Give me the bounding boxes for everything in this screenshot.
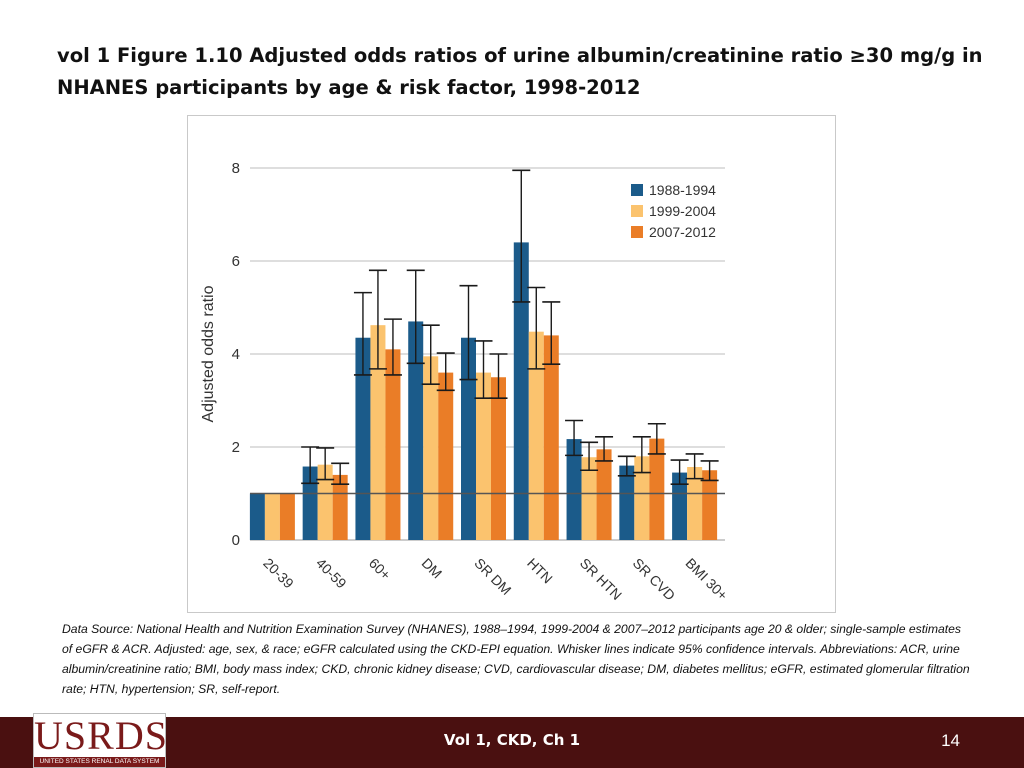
- data-source-note: Data Source: National Health and Nutriti…: [62, 622, 970, 696]
- bar: [408, 321, 424, 540]
- bar: [461, 337, 476, 540]
- legend-entry: 1999-2004: [649, 203, 716, 219]
- bar: [491, 377, 506, 540]
- y-tick-label: 4: [232, 346, 240, 363]
- y-tick-label: 8: [232, 160, 240, 177]
- footer-volume-label: Vol 1, CKD, Ch 1: [443, 731, 581, 749]
- legend-entry: 2007-2012: [649, 224, 716, 240]
- bar: [687, 466, 703, 540]
- y-axis-label: Adjusted odds ratio: [200, 285, 217, 422]
- legend-swatch: [631, 205, 643, 217]
- bar: [264, 493, 280, 540]
- logo-subtitle: UNITED STATES RENAL DATA SYSTEM: [34, 757, 165, 767]
- bar: [702, 470, 718, 540]
- x-category-label: BMI 30+: [682, 555, 730, 603]
- x-category-label: SR DM: [471, 555, 514, 598]
- footer-bar: [0, 717, 1024, 768]
- bar: [566, 439, 582, 540]
- bar: [476, 372, 491, 540]
- legend-swatch: [631, 184, 643, 196]
- slide-title: vol 1 Figure 1.10 Adjusted odds ratios o…: [57, 44, 983, 99]
- x-category-label: DM: [419, 555, 446, 582]
- bar: [596, 449, 612, 540]
- bar-chart: 0 2 4 6 8 20-39 40-59 60+ DM SR DM HTN SR HTN SR CVD…: [200, 160, 731, 604]
- bar: [513, 242, 529, 540]
- bar: [672, 472, 688, 540]
- bar: [302, 466, 318, 540]
- bar: [355, 337, 371, 540]
- bar: [649, 438, 665, 540]
- x-category-label: SR CVD: [630, 555, 679, 604]
- bar: [332, 474, 348, 540]
- x-category-label: 40-59: [313, 555, 350, 592]
- legend-swatch: [631, 226, 643, 238]
- usrds-logo: USRDS UNITED STATES RENAL DATA SYSTEM: [33, 713, 168, 768]
- y-tick-label: 2: [232, 439, 240, 456]
- legend-entry: 1988-1994: [649, 182, 716, 198]
- bar: [619, 465, 635, 540]
- bar: [543, 335, 559, 540]
- bar: [634, 456, 650, 540]
- chart-frame: 0 2 4 6 8 20-39 40-59 60+ DM SR DM HTN SR HTN SR CVD…: [187, 115, 836, 613]
- bar: [385, 349, 401, 540]
- bar: [438, 372, 454, 540]
- bar: [317, 464, 333, 540]
- bar: [581, 457, 597, 540]
- x-category-label: SR HTN: [577, 555, 625, 603]
- bar: [370, 325, 386, 540]
- bar: [528, 331, 544, 540]
- x-category-label: 60+: [366, 555, 394, 583]
- bar: [279, 493, 295, 540]
- bar: [249, 493, 265, 540]
- y-tick-label: 0: [232, 532, 240, 549]
- x-category-label: 20-39: [260, 555, 297, 592]
- y-tick-label: 6: [232, 253, 240, 270]
- x-category-label: HTN: [524, 555, 556, 587]
- page-number: 14: [941, 731, 960, 750]
- logo-wordmark: USRDS: [34, 713, 168, 758]
